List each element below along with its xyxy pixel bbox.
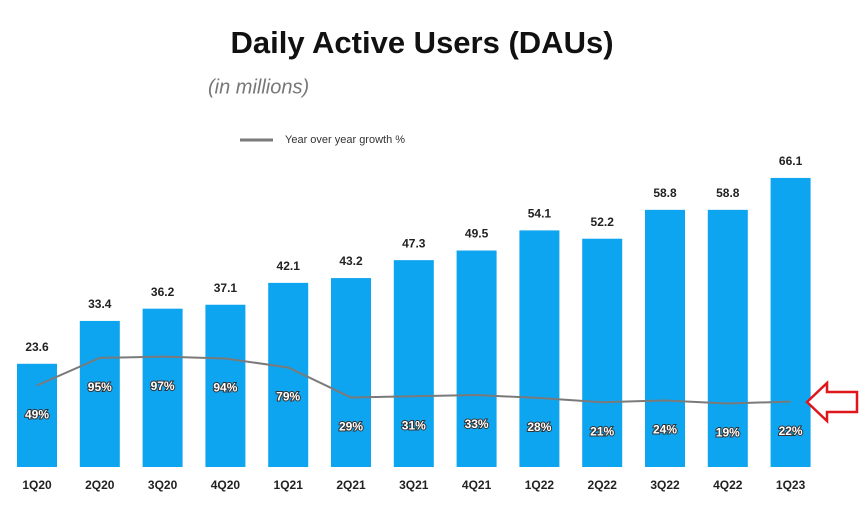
value-label: 52.2 [591,215,615,229]
x-tick-label: 1Q22 [525,478,555,492]
bar [393,260,434,467]
bar [519,230,560,467]
bar [17,363,57,467]
x-tick-label: 3Q21 [399,478,429,492]
legend: Year over year growth % [240,134,405,146]
x-tick-label: 2Q22 [588,478,618,492]
value-label: 43.2 [339,254,363,268]
growth-label: 97% [151,379,175,393]
bar [79,320,120,467]
growth-label: 28% [527,420,551,434]
growth-label: 95% [88,380,112,394]
x-tick-label: 3Q20 [148,478,178,492]
growth-label: 22% [779,424,803,438]
value-label: 58.8 [716,186,740,200]
bar [142,308,183,467]
chart-title: Daily Active Users (DAUs) [230,25,613,60]
growth-label: 29% [339,420,363,434]
growth-label: 79% [276,390,300,404]
x-tick-label: 2Q20 [85,478,115,492]
chart-subtitle: (in millions) [208,76,309,98]
x-tick-label: 1Q23 [776,478,806,492]
value-label: 66.1 [779,154,803,168]
growth-label: 49% [25,408,49,422]
bar [770,177,811,467]
bar [268,282,309,467]
value-label: 54.1 [528,207,552,221]
arrow-annotation [805,380,859,424]
value-label: 49.5 [465,227,489,241]
value-label: 33.4 [88,297,112,311]
x-tick-label: 1Q21 [274,478,304,492]
growth-label: 31% [402,418,426,432]
growth-label: 19% [716,426,740,440]
x-tick-label: 4Q22 [713,478,743,492]
value-label: 37.1 [214,281,238,295]
bar [645,209,685,467]
growth-label: 94% [213,381,237,395]
legend-label: Year over year growth % [285,134,405,146]
growth-label: 21% [590,424,614,438]
growth-label: 24% [653,423,677,437]
value-label: 47.3 [402,236,426,250]
value-label: 23.6 [25,340,49,354]
x-tick-label: 4Q21 [462,478,492,492]
growth-label: 33% [465,417,489,431]
bar [205,304,246,467]
value-label: 42.1 [277,259,301,273]
x-tick-label: 3Q22 [650,478,680,492]
x-tick-label: 1Q20 [22,478,52,492]
growth-line [36,355,791,405]
x-tick-label: 4Q20 [211,478,241,492]
bar [707,209,748,467]
value-label: 58.8 [653,186,677,200]
bar [582,238,623,467]
bar [331,278,371,467]
x-tick-label: 2Q21 [336,478,366,492]
value-label: 36.2 [151,285,175,299]
bar [456,250,497,467]
